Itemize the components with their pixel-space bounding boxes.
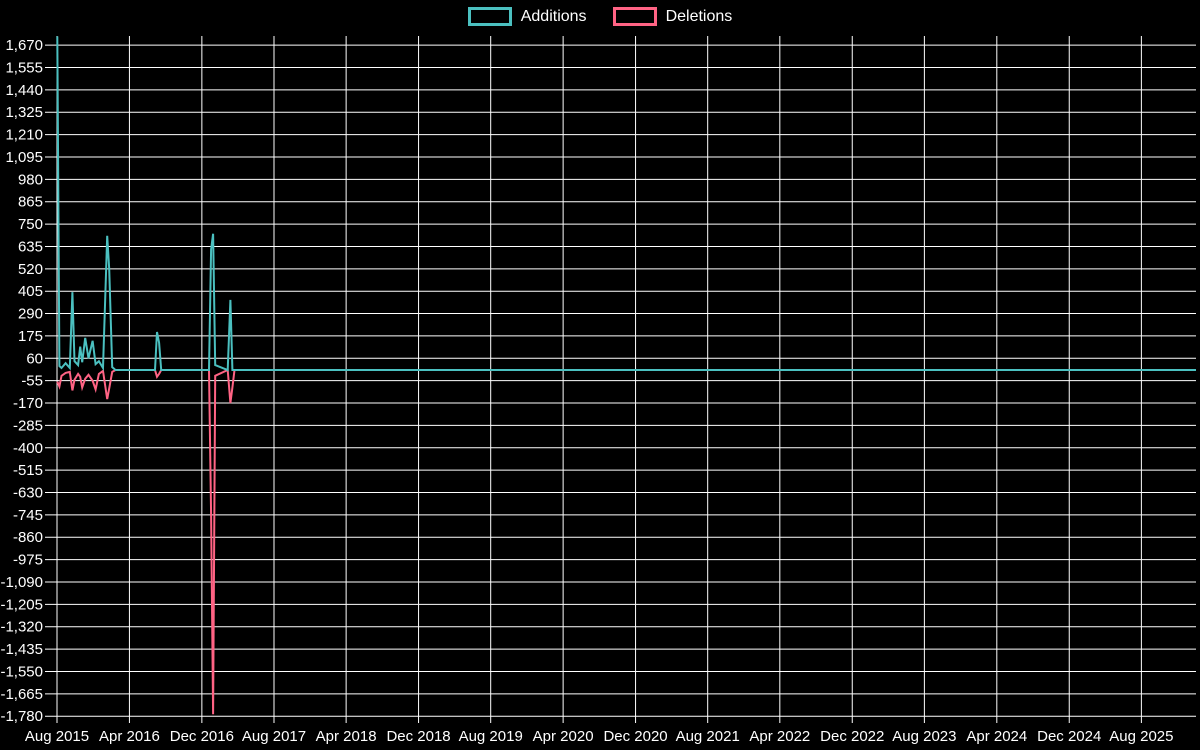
x-axis-label: Dec 2018 <box>386 728 450 745</box>
x-axis-label: Aug 2017 <box>242 728 306 745</box>
legend-item-deletions[interactable]: Deletions <box>612 7 733 26</box>
x-axis-label: Apr 2018 <box>316 728 377 745</box>
y-axis-label: -745 <box>13 507 43 524</box>
y-axis-label: -1,320 <box>0 619 43 636</box>
y-axis-label: -285 <box>13 417 43 434</box>
y-axis-label: 60 <box>26 350 43 367</box>
y-axis-label: -170 <box>13 395 43 412</box>
y-axis-label: 520 <box>18 261 43 278</box>
y-axis-label: -1,090 <box>0 574 43 591</box>
x-axis-label: Dec 2024 <box>1037 728 1101 745</box>
y-axis-label: 175 <box>18 328 43 345</box>
y-axis-label: 405 <box>18 283 43 300</box>
y-axis-label: -400 <box>13 440 43 457</box>
x-axis-label: Dec 2016 <box>170 728 234 745</box>
x-axis-label: Dec 2022 <box>820 728 884 745</box>
x-axis-label: Apr 2020 <box>533 728 594 745</box>
x-axis-label: Aug 2023 <box>892 728 956 745</box>
y-axis-label: -1,205 <box>0 596 43 613</box>
y-axis-label: -515 <box>13 462 43 479</box>
y-axis-label: 980 <box>18 171 43 188</box>
y-axis-label: -630 <box>13 485 43 502</box>
x-axis-label: Aug 2019 <box>459 728 523 745</box>
additions-line <box>56 36 1196 372</box>
x-axis-label: Apr 2022 <box>749 728 810 745</box>
x-axis-label: Aug 2015 <box>25 728 89 745</box>
y-axis-label: 290 <box>18 306 43 323</box>
y-axis-label: 1,670 <box>5 37 43 54</box>
x-axis-label: Apr 2024 <box>966 728 1027 745</box>
y-axis-label: 635 <box>18 238 43 255</box>
y-axis-label: 865 <box>18 194 43 211</box>
y-axis-label: 1,095 <box>5 149 43 166</box>
legend-label-deletions: Deletions <box>665 7 733 25</box>
y-axis-label: -55 <box>21 373 43 390</box>
y-axis-label: -1,780 <box>0 708 43 725</box>
y-axis-label: -1,550 <box>0 663 43 680</box>
additions-swatch-icon <box>467 7 512 26</box>
y-axis-label: -1,665 <box>0 686 43 703</box>
x-axis-label: Apr 2016 <box>99 728 160 745</box>
y-axis-label: 1,555 <box>5 60 43 77</box>
y-axis-label: 1,325 <box>5 104 43 121</box>
y-axis-label: 1,440 <box>5 82 43 99</box>
deletions-swatch-icon <box>612 7 657 26</box>
x-axis-label: Aug 2021 <box>676 728 740 745</box>
x-axis-label: Dec 2020 <box>603 728 667 745</box>
legend-item-additions[interactable]: Additions <box>467 7 587 26</box>
legend-label-additions: Additions <box>520 7 587 25</box>
chart-legend: Additions Deletions <box>0 7 1200 26</box>
deletions-line <box>56 368 1196 715</box>
x-axis-label: Aug 2025 <box>1109 728 1173 745</box>
y-axis-label: -1,435 <box>0 641 43 658</box>
y-axis-label: 750 <box>18 216 43 233</box>
y-axis-label: -860 <box>13 529 43 546</box>
y-axis-label: 1,210 <box>5 127 43 144</box>
y-axis-label: -975 <box>13 552 43 569</box>
